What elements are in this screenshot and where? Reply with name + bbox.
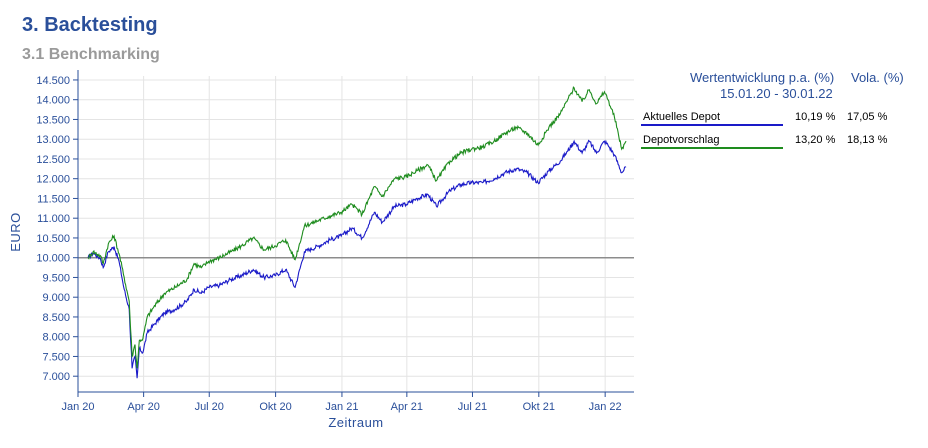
legend-vola-aktuelles-depot: 17,05 % [847, 111, 888, 123]
y-tick-label: 7.000 [42, 371, 70, 383]
chart-axes: Jan 20 Apr 20 Jul 20 Okt 20 Jan 21 Apr 21 Jul … [36, 70, 634, 413]
y-tick-label: 13.500 [36, 114, 70, 126]
y-tick-label: 12.500 [36, 154, 70, 166]
x-tick-label: Jan 21 [325, 401, 358, 413]
y-tick-label: 10.000 [36, 253, 70, 265]
y-tick-label: 9.500 [42, 272, 70, 284]
x-tick-label: Apr 20 [127, 401, 159, 413]
y-tick-label: 8.500 [42, 312, 70, 324]
y-tick-label: 9.000 [42, 292, 70, 304]
y-tick-label: 10.500 [36, 233, 70, 245]
page-title: 3. Backtesting [22, 14, 158, 36]
chart-grid [77, 76, 634, 392]
legend-vola-header: Vola. (%) [851, 70, 904, 85]
y-tick-label: 14.000 [36, 95, 70, 107]
legend [641, 124, 783, 149]
x-tick-label: Okt 21 [523, 401, 555, 413]
y-tick-label: 12.000 [36, 174, 70, 186]
legend-name-depotvorschlag: Depotvorschlag [643, 134, 720, 146]
x-tick-label: Jul 20 [195, 401, 224, 413]
y-tick-label: 7.500 [42, 351, 70, 363]
page-subtitle: 3.1 Benchmarking [22, 46, 160, 63]
chart-series [87, 86, 627, 379]
legend-return-depotvorschlag: 13,20 % [795, 134, 836, 146]
legend-name-aktuelles-depot: Aktuelles Depot [643, 111, 721, 123]
y-tick-label: 11.000 [37, 213, 70, 225]
legend-period: 15.01.20 - 30.01.22 [720, 86, 833, 101]
y-tick-label: 11.500 [37, 193, 70, 205]
x-tick-label: Jul 21 [458, 401, 487, 413]
series-line-aktuelles-depot [87, 139, 627, 379]
y-tick-label: 14.500 [36, 75, 70, 87]
legend-return-header: Wertentwicklung p.a. (%) [690, 70, 835, 85]
legend-return-aktuelles-depot: 10,19 % [795, 111, 836, 123]
x-tick-label: Jan 22 [589, 401, 622, 413]
legend-vola-depotvorschlag: 18,13 % [847, 134, 888, 146]
x-tick-label: Okt 20 [259, 401, 291, 413]
x-tick-label: Jan 20 [61, 401, 94, 413]
y-tick-label: 13.000 [36, 134, 70, 146]
series-line-depotvorschlag [87, 86, 627, 369]
y-axis-label: EURO [8, 212, 23, 252]
x-tick-label: Apr 21 [391, 401, 423, 413]
x-axis-label: Zeitraum [328, 415, 383, 430]
y-tick-label: 8.000 [42, 332, 70, 344]
